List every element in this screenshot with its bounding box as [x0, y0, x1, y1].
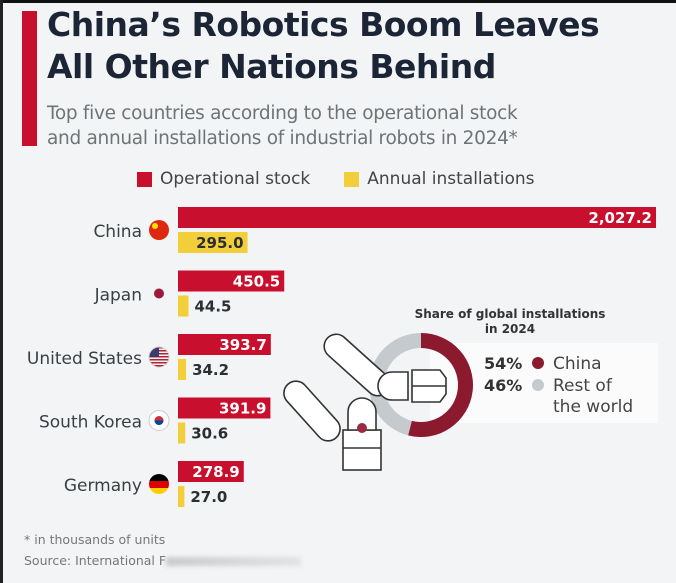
flag-star: [152, 223, 158, 229]
category-label: United States: [27, 349, 142, 369]
legend-label-installations: Annual installations: [367, 169, 535, 189]
title-accent-bar: [22, 11, 37, 146]
stock-bar: [178, 334, 271, 355]
flag-sun: [154, 288, 164, 299]
flag-stripe: [149, 362, 169, 364]
installations-value-label: 34.2: [192, 361, 229, 379]
stock-value-label: 393.7: [219, 336, 266, 354]
robot-joint: [347, 397, 377, 431]
flag-body: [149, 410, 169, 431]
flag-outline: [148, 346, 170, 368]
robot-base: [342, 429, 382, 471]
donut-slice: [408, 333, 473, 437]
category-label: Germany: [64, 476, 142, 496]
installations-bar: [178, 295, 189, 317]
footnote: * in thousands of units: [24, 532, 166, 547]
stock-bar: [178, 207, 656, 228]
subtitle-line: Top five countries according to the oper…: [47, 103, 518, 124]
stock-value-label: 2,027.2: [588, 209, 652, 227]
title-line: China’s Robotics Boom Leaves: [47, 5, 600, 44]
flag-stripe: [149, 474, 169, 481]
installations-bar: [178, 359, 187, 380]
installations-bar: [178, 422, 186, 444]
installations-value-label: 30.6: [191, 425, 228, 443]
donut-slice: [368, 333, 421, 436]
legend-swatch-installations: [344, 171, 360, 187]
flag-stripe: [149, 359, 169, 361]
stock-value-label: 391.9: [219, 400, 266, 418]
donut-legend-dot: [532, 379, 544, 391]
installations-bar: [178, 486, 185, 507]
stock-bar: [178, 461, 244, 482]
chart-subtitle: Top five countries according to the oper…: [47, 101, 518, 151]
frame-edge: [0, 0, 3, 583]
category-label: Japan: [94, 286, 142, 306]
donut-legend-value: 46%: [484, 376, 522, 395]
donut-legend-dot: [532, 357, 544, 369]
flag-stripe: [149, 365, 169, 367]
robot-joint-dot: [357, 423, 367, 433]
flag-stripe: [149, 488, 169, 494]
flag-body: [149, 474, 169, 494]
subtitle-line: and annual installations of industrial r…: [47, 128, 518, 149]
flag-body: [149, 220, 169, 240]
stock-bar: [178, 397, 271, 419]
donut-title-line: Share of global installations: [415, 307, 606, 321]
robot-arm-icon: [283, 333, 447, 471]
south-korea-flag-icon: [148, 410, 170, 431]
category-label: China: [93, 222, 142, 242]
source-note: Source: International F: [24, 553, 302, 568]
flag-outline: [148, 410, 170, 431]
germany-flag-icon: [149, 474, 169, 494]
installations-value-label: 44.5: [194, 298, 231, 316]
stock-value-label: 278.9: [192, 463, 239, 481]
donut-legend-label: the world: [553, 397, 633, 417]
stock-value-label: 450.5: [233, 273, 280, 291]
robot-wrist: [377, 371, 409, 401]
flag-stripe: [149, 481, 169, 488]
donut-legend-label: Rest of: [553, 376, 613, 396]
legend-label-stock: Operational stock: [160, 169, 311, 189]
stock-bar: [178, 270, 285, 292]
donut-title-line: in 2024: [485, 322, 535, 336]
source-text: Source: International F: [24, 553, 167, 568]
title-line: All Other Nations Behind: [47, 47, 496, 86]
category-label: South Korea: [39, 413, 142, 433]
legend: Operational stock Annual installations: [137, 169, 535, 189]
chart-title: China’s Robotics Boom Leaves All Other N…: [47, 4, 600, 88]
donut-legend-label: China: [553, 354, 602, 374]
frame-edge: [0, 0, 676, 3]
installations-value-label: 295.0: [196, 234, 243, 252]
robot-lower-arm: [283, 380, 341, 442]
installations-value-label: 27.0: [190, 488, 227, 506]
installations-bar: [178, 232, 248, 253]
flag-field: [149, 220, 169, 240]
japan-flag-icon: [152, 286, 166, 301]
flag-taeguk-blue: [154, 420, 164, 425]
donut-legend-value: 54%: [484, 354, 522, 373]
flag-canton: [149, 347, 159, 357]
legend-swatch-stock: [137, 171, 152, 187]
flag-body: [149, 347, 169, 367]
redacted-blur: [166, 557, 302, 566]
usa-flag-icon: [148, 346, 170, 368]
china-flag-icon: [149, 220, 169, 240]
